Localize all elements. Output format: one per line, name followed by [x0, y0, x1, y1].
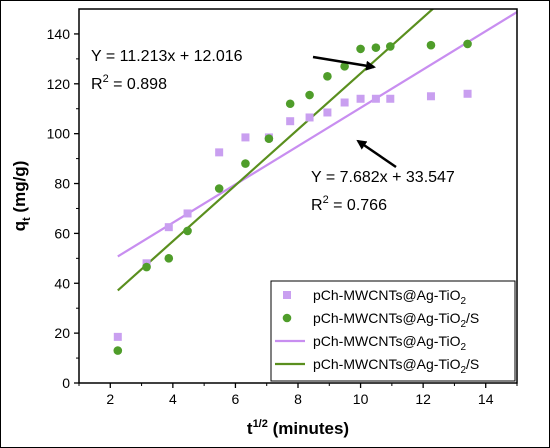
fit-equation-1: Y = 7.682x + 33.547 — [311, 169, 455, 186]
x-tick-label-5: 12 — [415, 391, 431, 407]
legend-label-1: pCh-MWCNTs@Ag-TiO2/S — [313, 310, 479, 330]
data-point-s1-1 — [142, 262, 151, 272]
x-tick-label-1: 4 — [169, 391, 177, 407]
data-point-s1-10 — [340, 62, 349, 71]
x-tick-label-6: 14 — [478, 391, 494, 407]
x-tick-label-0: 2 — [106, 391, 114, 407]
x-tick-label-3: 8 — [294, 391, 302, 407]
y-tick-label-3: 60 — [54, 225, 70, 241]
legend-swatch-1 — [282, 313, 292, 323]
data-point-s1-0 — [113, 346, 123, 355]
data-point-s1-5 — [241, 159, 250, 168]
fit-r2-0: R2 = 0.898 — [91, 73, 167, 93]
y-tick-label-4: 80 — [54, 176, 70, 192]
legend-label-0: pCh-MWCNTs@Ag-TiO2 — [313, 287, 466, 307]
data-point-s0-12 — [371, 94, 380, 103]
x-tick-label-4: 10 — [353, 391, 369, 407]
arrow-annotation-0 — [312, 55, 376, 71]
data-point-s1-3 — [183, 226, 192, 236]
data-point-s0-15 — [463, 89, 472, 98]
data-point-s1-6 — [264, 134, 274, 143]
y-axis-title: qt (mg/g) — [10, 161, 33, 232]
legend-swatch-0 — [283, 291, 291, 299]
fit-line-3 — [117, 9, 435, 292]
data-point-s1-9 — [323, 72, 332, 81]
data-point-s1-13 — [385, 42, 395, 51]
y-tick-label-1: 20 — [54, 325, 70, 341]
data-point-s1-11 — [356, 44, 365, 54]
data-point-s1-15 — [463, 39, 472, 49]
data-point-s0-3 — [183, 209, 192, 218]
y-tick-label-0: 0 — [62, 375, 70, 391]
data-point-s1-2 — [164, 254, 174, 263]
legend-label-3: pCh-MWCNTs@Ag-TiO2/S — [313, 356, 479, 376]
data-point-s0-4 — [215, 148, 224, 157]
data-point-s0-7 — [286, 117, 295, 126]
legend-label-2: pCh-MWCNTs@Ag-TiO2 — [313, 333, 466, 353]
data-point-s0-2 — [164, 223, 173, 232]
y-tick-label-7: 140 — [47, 26, 71, 42]
x-tick-label-2: 6 — [232, 391, 240, 407]
data-point-s0-11 — [356, 94, 365, 103]
data-point-s0-14 — [426, 92, 435, 101]
data-point-s1-4 — [214, 184, 224, 193]
x-axis-title: t1/2 (minutes) — [247, 418, 349, 438]
fit-equation-0: Y = 11.213x + 12.016 — [91, 48, 243, 65]
data-point-s0-9 — [323, 108, 332, 117]
data-point-s0-0 — [113, 332, 122, 341]
data-point-s0-13 — [386, 94, 395, 103]
y-tick-label-5: 100 — [47, 126, 71, 142]
data-point-s0-10 — [340, 98, 349, 107]
y-tick-label-6: 120 — [47, 76, 71, 92]
data-point-s0-5 — [241, 133, 250, 142]
y-tick-label-2: 40 — [54, 275, 70, 291]
data-point-s1-8 — [305, 90, 314, 100]
data-point-s1-12 — [371, 43, 381, 52]
arrow-annotation-1 — [356, 139, 397, 169]
fit-line-2 — [117, 10, 517, 258]
fit-r2-1: R2 = 0.766 — [311, 194, 387, 214]
data-point-s1-7 — [285, 99, 295, 109]
data-point-s1-14 — [426, 40, 436, 50]
legend-box — [270, 280, 516, 382]
data-point-s0-8 — [305, 113, 314, 122]
